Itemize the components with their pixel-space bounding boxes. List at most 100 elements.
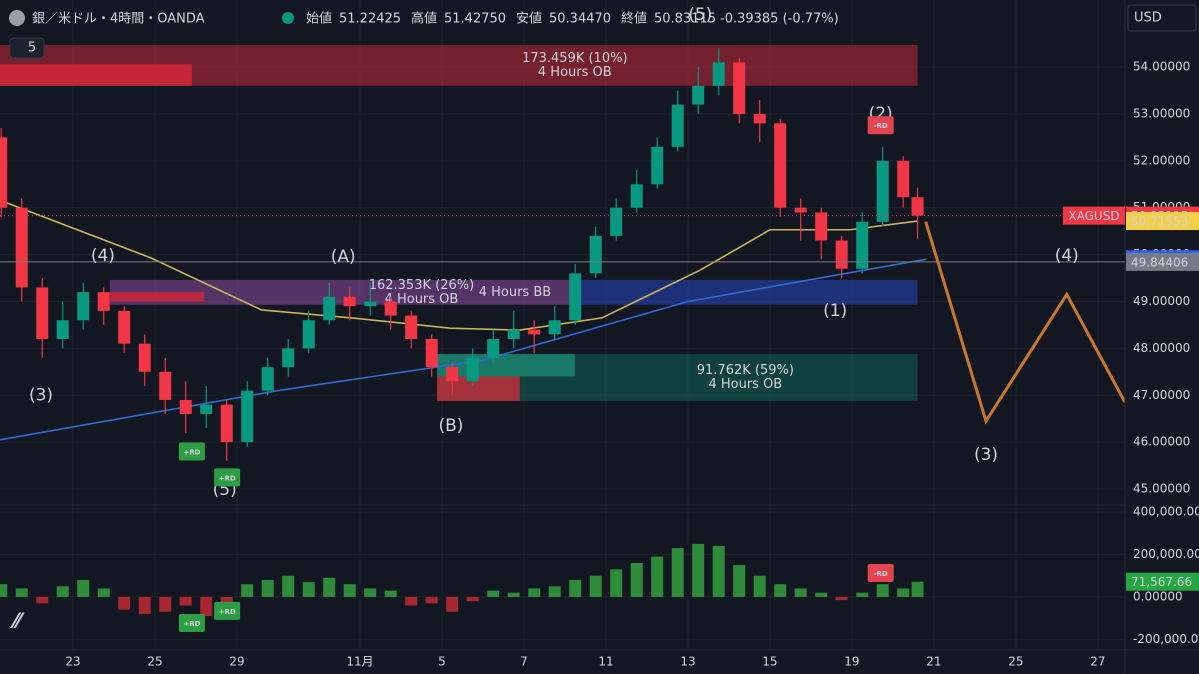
candle-body <box>528 329 541 335</box>
volume-bar <box>97 588 110 597</box>
volume-bar <box>261 579 274 597</box>
volume-bar <box>200 596 213 617</box>
candle-body <box>77 292 90 321</box>
x-tick-label: 29 <box>229 655 244 669</box>
x-tick-label: 13 <box>680 655 695 669</box>
symbol-tag-label: XAGUSD <box>1068 209 1119 223</box>
volume-bar <box>548 586 561 597</box>
wave-label: (1) <box>823 301 847 321</box>
indicator-line <box>0 199 918 331</box>
candle-body <box>692 85 705 105</box>
candle-body <box>548 320 561 335</box>
candle-body <box>487 339 500 358</box>
candle-body <box>138 343 151 372</box>
volume-bar <box>15 588 28 597</box>
x-tick-label: 23 <box>65 655 80 669</box>
wave-label: (4) <box>1055 246 1079 266</box>
rd-badge <box>214 601 241 620</box>
x-tick-label: 25 <box>1008 655 1023 669</box>
candle-body <box>220 404 233 443</box>
wave-label: (B) <box>439 416 464 436</box>
candle-body <box>712 62 725 86</box>
rd-label: -RD <box>874 570 888 578</box>
field-name: 始値 <box>306 11 332 27</box>
zone-label: 4 Hours OB <box>385 292 459 307</box>
x-tick-label: 11月 <box>346 655 373 669</box>
candle-body <box>405 315 418 340</box>
y-tick-label: 54.00000 <box>1133 60 1190 74</box>
wave-label: (3) <box>974 445 998 465</box>
candle-body <box>856 221 869 269</box>
candle-body <box>384 301 397 316</box>
y2-tick-label: -200,000.00 <box>1133 632 1199 646</box>
candle-body <box>97 292 110 311</box>
candle-body <box>815 212 828 241</box>
interval-badge[interactable]: 5 <box>28 41 36 56</box>
wave-label: (4) <box>91 246 115 266</box>
volume-bar <box>651 556 664 597</box>
symbol: 銀／米ドル・4時間・OANDA <box>32 12 205 27</box>
change: -0.39385 (-0.77%) <box>720 12 839 27</box>
currency-box[interactable] <box>1127 4 1197 32</box>
volume-bar <box>753 575 766 597</box>
rd-badge <box>867 563 894 582</box>
x-tick-label: 19 <box>844 655 859 669</box>
volume-bar <box>876 584 889 597</box>
candle-body <box>446 367 459 382</box>
price-tag-label: 71,567.66 <box>1131 575 1192 589</box>
volume-bar <box>302 582 315 597</box>
volume-bar <box>835 596 848 601</box>
y2-tick-label: 0.00000 <box>1133 589 1183 603</box>
volume-bar <box>36 596 49 604</box>
volume-bar <box>815 592 828 597</box>
volume-bar <box>364 588 377 597</box>
candle-body <box>835 240 848 269</box>
candle-body <box>876 160 889 222</box>
volume-bar <box>487 590 500 597</box>
price-tag-label: 49.84406 <box>1131 255 1188 269</box>
order-block <box>574 279 918 305</box>
field-value: 51.42750 <box>444 12 506 27</box>
axes: 45.00000 46.00000 47.00000 48.00000 49.00000… <box>65 60 1199 669</box>
zone-label: 4 Hours OB <box>708 377 782 392</box>
candle-body <box>911 197 924 216</box>
volume-bar <box>77 579 90 597</box>
rd-badge <box>867 116 894 135</box>
candle-body <box>15 207 28 288</box>
volume-bar <box>671 548 684 597</box>
ohlc: 始値 51.22425 高値 51.42750 安値 50.34470 終値 50.83115… <box>306 11 839 27</box>
candle-body <box>343 296 356 307</box>
volume-bar <box>528 588 541 597</box>
volume-bar <box>323 577 336 597</box>
candle-body <box>323 296 336 321</box>
candle-body <box>425 339 438 368</box>
zone-label: 162.353K (26%) <box>369 278 474 293</box>
y-tick-label: 45.00000 <box>1133 482 1190 496</box>
volume-bar <box>897 588 910 597</box>
zone-label: 4 Hours OB <box>538 65 612 80</box>
rd-label: -RD <box>874 122 888 130</box>
y-tick-label: 49.00000 <box>1133 294 1190 308</box>
candle-body <box>0 137 8 208</box>
header: 銀／米ドル・4時間・OANDA 始値 51.22425 高値 51.42750 安値 50… <box>9 4 1197 59</box>
badge-box[interactable] <box>9 37 45 59</box>
candle-body <box>179 399 192 415</box>
volume-bar <box>911 581 924 597</box>
rd-badge <box>214 468 241 487</box>
volume-bar <box>692 543 705 597</box>
candle-body <box>507 329 520 340</box>
currency[interactable]: USD <box>1134 11 1162 26</box>
wave-label: (3) <box>29 385 53 405</box>
volume-bar <box>466 596 479 602</box>
volume-bar <box>712 545 725 597</box>
volume-bar <box>425 596 438 604</box>
price-tag <box>1126 572 1199 591</box>
volume-bar <box>241 584 254 597</box>
symbol-tag <box>1063 206 1125 225</box>
y-tick-label: 53.00000 <box>1133 106 1190 120</box>
indicator-line <box>924 221 1125 425</box>
volume-bar <box>856 592 869 597</box>
volume-bar <box>159 596 172 612</box>
